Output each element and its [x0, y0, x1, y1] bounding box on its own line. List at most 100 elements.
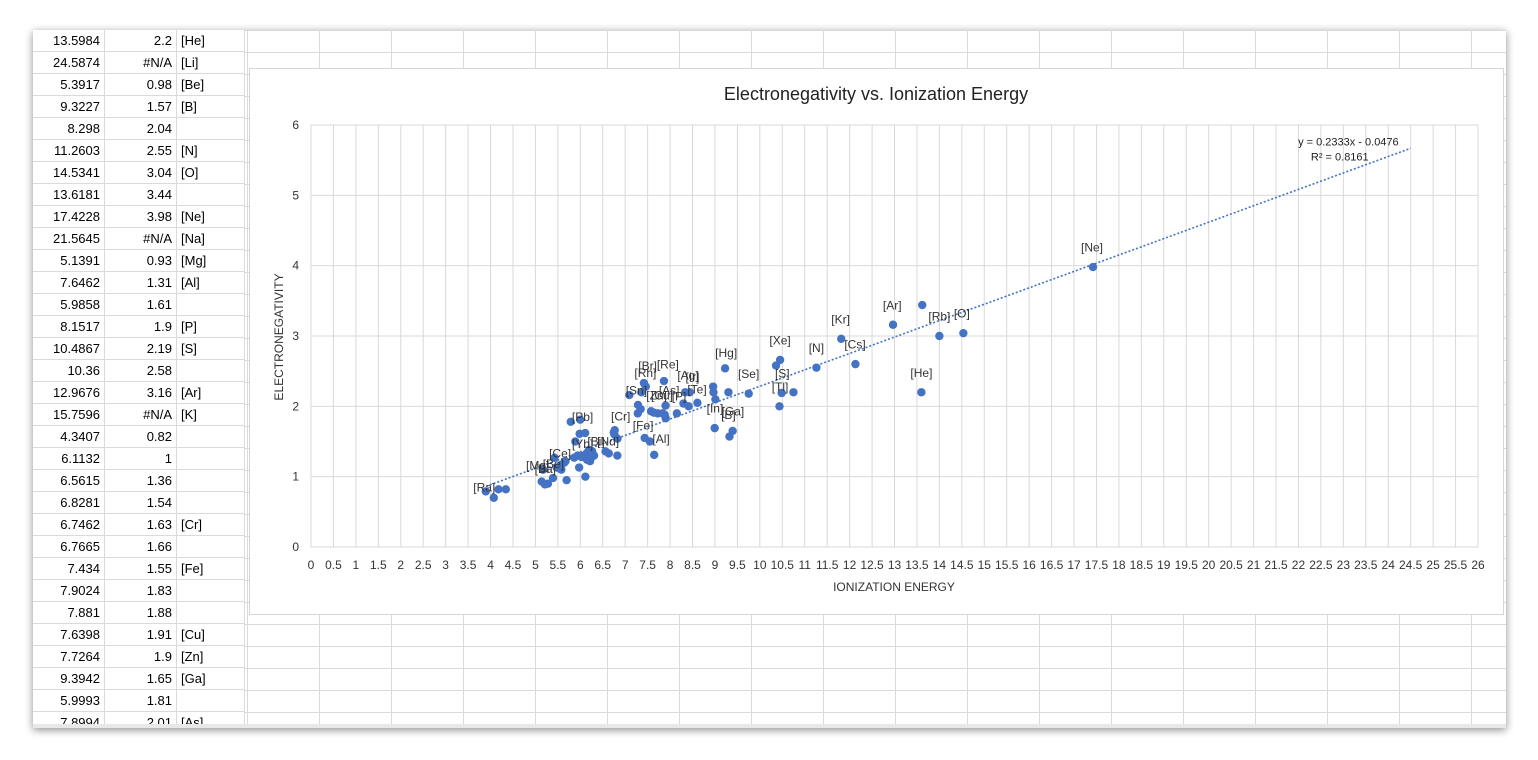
- scatter-chart[interactable]: Electronegativity vs. Ionization Energy …: [249, 68, 1504, 615]
- label-cell[interactable]: [He]: [176, 30, 245, 52]
- data-point[interactable]: [711, 395, 720, 404]
- ionization-cell[interactable]: 7.6398: [33, 623, 105, 646]
- data-point[interactable]: [789, 388, 798, 397]
- data-point[interactable]: [693, 398, 702, 408]
- electronegativity-cell[interactable]: 2.55: [104, 139, 177, 162]
- label-cell[interactable]: [176, 689, 245, 712]
- electronegativity-cell[interactable]: 1.63: [104, 513, 177, 536]
- electronegativity-cell[interactable]: 1.88: [104, 601, 177, 624]
- label-cell[interactable]: [176, 469, 245, 492]
- electronegativity-cell[interactable]: 3.04: [104, 161, 177, 184]
- electronegativity-cell[interactable]: 3.16: [104, 381, 177, 404]
- label-cell[interactable]: [176, 535, 245, 558]
- electronegativity-cell[interactable]: 1.81: [104, 689, 177, 712]
- ionization-cell[interactable]: 24.5874: [33, 51, 105, 74]
- data-point[interactable]: [1088, 262, 1098, 272]
- data-point[interactable]: [571, 437, 580, 446]
- label-cell[interactable]: [Ne]: [176, 205, 245, 228]
- electronegativity-cell[interactable]: 2.04: [104, 117, 177, 140]
- data-point[interactable]: [610, 430, 619, 439]
- electronegativity-cell[interactable]: 0.98: [104, 73, 177, 96]
- data-point[interactable]: [633, 400, 643, 410]
- ionization-cell[interactable]: 21.5645: [33, 227, 105, 250]
- data-point[interactable]: [548, 473, 558, 483]
- data-point[interactable]: [604, 449, 613, 458]
- data-point[interactable]: [744, 389, 753, 398]
- label-cell[interactable]: [Zn]: [176, 645, 245, 668]
- data-point[interactable]: [543, 479, 553, 488]
- electronegativity-cell[interactable]: 1.31: [104, 271, 177, 294]
- data-point[interactable]: [577, 452, 586, 462]
- data-point[interactable]: [708, 382, 718, 391]
- data-point[interactable]: [918, 300, 927, 310]
- label-cell[interactable]: [S]: [176, 337, 245, 360]
- data-point[interactable]: [562, 475, 571, 485]
- label-cell[interactable]: [176, 447, 245, 470]
- label-cell[interactable]: [176, 183, 245, 206]
- label-cell[interactable]: [176, 293, 245, 316]
- ionization-cell[interactable]: 8.298: [33, 117, 105, 140]
- data-point[interactable]: [561, 456, 570, 466]
- data-point[interactable]: [576, 415, 585, 424]
- data-point[interactable]: [777, 388, 786, 398]
- electronegativity-cell[interactable]: 1.83: [104, 579, 177, 602]
- ionization-cell[interactable]: 11.2603: [33, 139, 105, 162]
- data-point[interactable]: [888, 320, 898, 329]
- ionization-cell[interactable]: 5.3917: [33, 73, 105, 96]
- label-cell[interactable]: [Mg]: [176, 249, 245, 272]
- data-point[interactable]: [659, 376, 669, 386]
- ionization-cell[interactable]: 5.9858: [33, 293, 105, 316]
- label-cell[interactable]: [Al]: [176, 271, 245, 294]
- data-point[interactable]: [566, 417, 575, 427]
- electronegativity-cell[interactable]: 0.93: [104, 249, 177, 272]
- electronegativity-cell[interactable]: 1.9: [104, 315, 177, 338]
- electronegativity-cell[interactable]: #N/A: [104, 403, 177, 426]
- ionization-cell[interactable]: 10.4867: [33, 337, 105, 360]
- ionization-cell[interactable]: 7.8994: [33, 711, 105, 728]
- ionization-cell[interactable]: 4.3407: [33, 425, 105, 448]
- data-point[interactable]: [494, 485, 503, 494]
- ionization-cell[interactable]: 13.6181: [33, 183, 105, 206]
- label-cell[interactable]: [176, 601, 245, 624]
- data-point[interactable]: [959, 328, 968, 338]
- label-cell[interactable]: [B]: [176, 95, 245, 118]
- electronegativity-cell[interactable]: 1.54: [104, 491, 177, 514]
- data-point[interactable]: [672, 409, 682, 418]
- label-cell[interactable]: [Cr]: [176, 513, 245, 536]
- label-cell[interactable]: [Na]: [176, 227, 245, 250]
- data-point[interactable]: [684, 402, 693, 411]
- data-point[interactable]: [637, 388, 646, 397]
- ionization-cell[interactable]: 9.3227: [33, 95, 105, 118]
- data-point[interactable]: [645, 437, 655, 446]
- ionization-cell[interactable]: 10.36: [33, 359, 105, 382]
- label-cell[interactable]: [As]: [176, 711, 245, 728]
- data-point[interactable]: [588, 447, 597, 456]
- electronegativity-cell[interactable]: 2.2: [104, 30, 177, 52]
- data-point[interactable]: [661, 401, 670, 410]
- electronegativity-cell[interactable]: 1.57: [104, 95, 177, 118]
- label-cell[interactable]: [Be]: [176, 73, 245, 96]
- data-point[interactable]: [724, 388, 733, 397]
- label-cell[interactable]: [P]: [176, 315, 245, 338]
- data-point[interactable]: [917, 388, 926, 397]
- data-point[interactable]: [646, 407, 656, 416]
- label-cell[interactable]: [176, 117, 245, 140]
- data-point[interactable]: [658, 409, 667, 418]
- label-cell[interactable]: [Ga]: [176, 667, 245, 690]
- electronegativity-cell[interactable]: 1: [104, 447, 177, 470]
- data-point[interactable]: [685, 388, 694, 397]
- ionization-cell[interactable]: 7.7264: [33, 645, 105, 668]
- data-point[interactable]: [550, 453, 559, 462]
- data-point[interactable]: [574, 463, 584, 472]
- ionization-cell[interactable]: 6.8281: [33, 491, 105, 514]
- data-point[interactable]: [501, 485, 511, 494]
- ionization-cell[interactable]: 17.4228: [33, 205, 105, 228]
- data-point[interactable]: [489, 493, 499, 502]
- ionization-cell[interactable]: 14.5341: [33, 161, 105, 184]
- data-point[interactable]: [649, 450, 659, 460]
- data-point[interactable]: [710, 423, 719, 433]
- label-cell[interactable]: [K]: [176, 403, 245, 426]
- label-cell[interactable]: [Cu]: [176, 623, 245, 646]
- electronegativity-cell[interactable]: 3.44: [104, 183, 177, 206]
- data-point[interactable]: [580, 428, 590, 438]
